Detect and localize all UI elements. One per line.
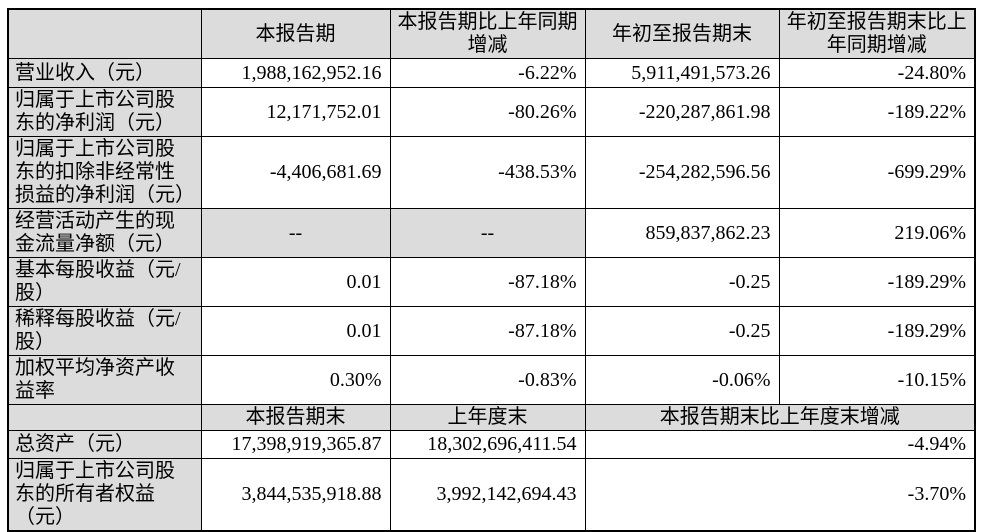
value-cell: -4,406,681.69	[200, 136, 391, 209]
column-header: 上年度末	[389, 404, 586, 431]
value-cell: -438.53%	[389, 136, 586, 209]
value-cell: 1,988,162,952.16	[200, 58, 391, 88]
row-label: 基本每股收益（元/股）	[7, 257, 202, 307]
value-cell: -189.29%	[778, 257, 976, 307]
value-cell: 219.06%	[778, 208, 976, 258]
value-cell: -87.18%	[389, 306, 586, 356]
row-label: 归属于上市公司股东的净利润（元）	[7, 87, 202, 137]
table-row: 稀释每股收益（元/股） 0.01 -87.18% -0.25 -189.29%	[7, 306, 976, 356]
value-cell: -0.83%	[389, 355, 586, 405]
value-cell: 3,992,142,694.43	[389, 458, 586, 532]
value-cell: 17,398,919,365.87	[200, 430, 391, 459]
value-cell: 18,302,696,411.54	[389, 430, 586, 459]
table-row: 归属于上市公司股东的扣除非经常性损益的净利润（元） -4,406,681.69 -4…	[7, 136, 976, 209]
column-header: 本报告期末	[200, 404, 391, 431]
value-cell: 859,837,862.23	[584, 208, 780, 258]
na-cell: --	[200, 208, 391, 258]
column-header: 本报告期末比上年度末增减	[584, 404, 976, 431]
table-row: 营业收入（元） 1,988,162,952.16 -6.22% 5,911,491,5…	[7, 58, 976, 88]
row-label: 经营活动产生的现金流量净额（元）	[7, 208, 202, 258]
table-row: 总资产（元） 17,398,919,365.87 18,302,696,411.54…	[7, 430, 976, 459]
na-cell: --	[389, 208, 586, 258]
value-cell: -699.29%	[778, 136, 976, 209]
table-row: 基本每股收益（元/股） 0.01 -87.18% -0.25 -189.29%	[7, 257, 976, 307]
table-row: 加权平均净资产收益率 0.30% -0.83% -0.06% -10.15%	[7, 355, 976, 405]
value-cell: -0.06%	[584, 355, 780, 405]
column-header: 本报告期比上年同期增减	[389, 8, 586, 59]
row-label: 加权平均净资产收益率	[7, 355, 202, 405]
value-cell: 12,171,752.01	[200, 87, 391, 137]
table-row: 经营活动产生的现金流量净额（元） -- -- 859,837,862.23 219.06…	[7, 208, 976, 258]
header-row-period: 本报告期 本报告期比上年同期增减 年初至报告期末 年初至报告期末比上年同期增减	[7, 8, 976, 59]
header-row-period-end: 本报告期末 上年度末 本报告期末比上年度末增减	[7, 404, 976, 431]
value-cell: -254,282,596.56	[584, 136, 780, 209]
value-cell: 5,911,491,573.26	[584, 58, 780, 88]
value-cell: 0.30%	[200, 355, 391, 405]
value-cell: -220,287,861.98	[584, 87, 780, 137]
column-header: 本报告期	[200, 8, 391, 59]
value-cell: -80.26%	[389, 87, 586, 137]
value-cell: -0.25	[584, 306, 780, 356]
row-label: 稀释每股收益（元/股）	[7, 306, 202, 356]
value-cell: -3.70%	[584, 458, 976, 532]
row-label: 归属于上市公司股东的扣除非经常性损益的净利润（元）	[7, 136, 202, 209]
column-header: 年初至报告期末比上年同期增减	[778, 8, 976, 59]
row-label: 归属于上市公司股东的所有者权益（元）	[7, 458, 202, 532]
value-cell: -0.25	[584, 257, 780, 307]
corner-cell	[7, 8, 202, 59]
financial-summary-table: 本报告期 本报告期比上年同期增减 年初至报告期末 年初至报告期末比上年同期增减 营业收入…	[7, 8, 976, 532]
value-cell: -87.18%	[389, 257, 586, 307]
corner-cell	[7, 404, 202, 431]
value-cell: -24.80%	[778, 58, 976, 88]
value-cell: 3,844,535,918.88	[200, 458, 391, 532]
value-cell: -4.94%	[584, 430, 976, 459]
row-label: 营业收入（元）	[7, 58, 202, 88]
table-row: 归属于上市公司股东的净利润（元） 12,171,752.01 -80.26% -220…	[7, 87, 976, 137]
value-cell: -189.29%	[778, 306, 976, 356]
row-label: 总资产（元）	[7, 430, 202, 459]
value-cell: 0.01	[200, 306, 391, 356]
value-cell: 0.01	[200, 257, 391, 307]
value-cell: -10.15%	[778, 355, 976, 405]
value-cell: -6.22%	[389, 58, 586, 88]
value-cell: -189.22%	[778, 87, 976, 137]
column-header: 年初至报告期末	[584, 8, 780, 59]
table-row: 归属于上市公司股东的所有者权益（元） 3,844,535,918.88 3,992,…	[7, 458, 976, 532]
